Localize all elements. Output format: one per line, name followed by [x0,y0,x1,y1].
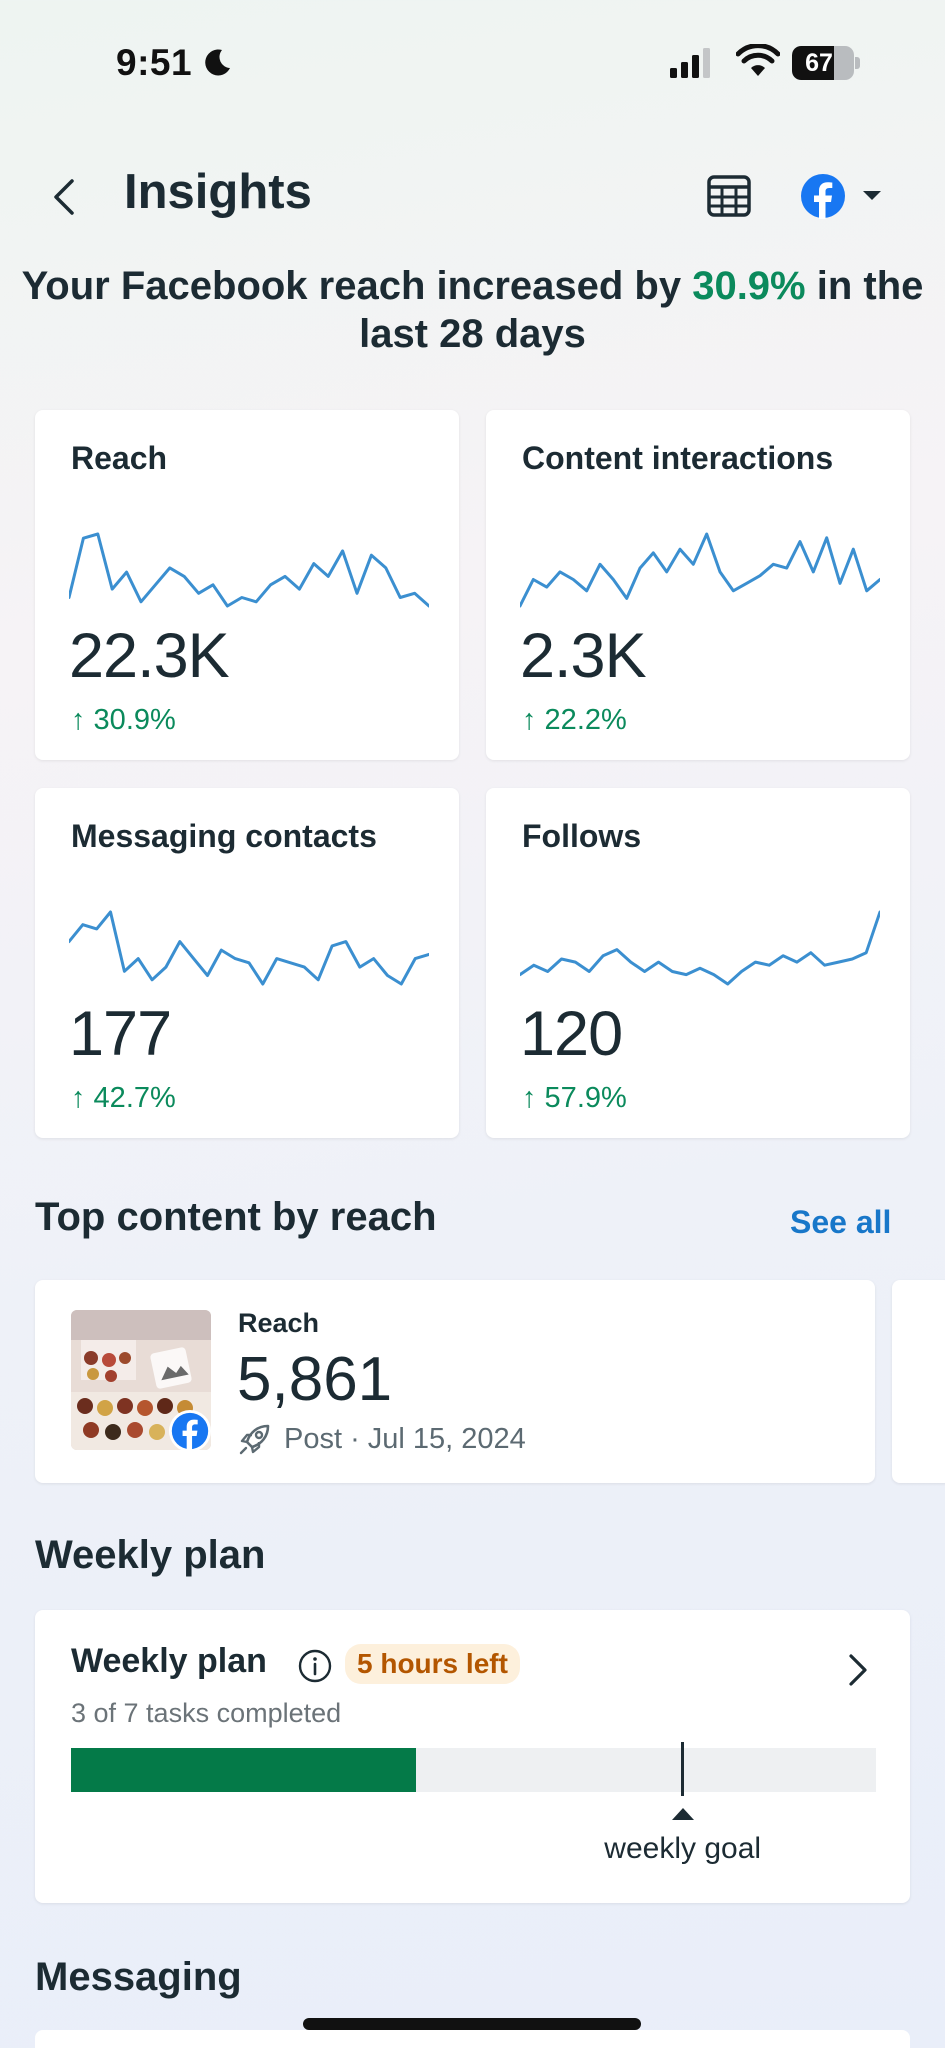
home-indicator [303,2018,641,2030]
metric-card-content-interactions[interactable]: Content interactions 2.3K ↑ 22.2% [486,410,910,760]
weekly-progress-fill [71,1748,416,1792]
tasks-completed-text: 3 of 7 tasks completed [71,1698,342,1728]
back-button[interactable] [44,172,84,222]
facebook-icon [801,174,845,219]
messaging-contacts-sparkline [69,910,429,986]
sparkline-path [520,532,880,608]
content-metric-value: 5,861 [237,1345,393,1414]
messaging-card[interactable] [35,2030,910,2048]
weekly-goal-marker [681,1742,685,1796]
sparkline-path [69,910,429,986]
metric-card-follows[interactable]: Follows 120 ↑ 57.9% [486,788,910,1138]
table-icon [707,175,751,217]
rocket-icon [239,1424,270,1455]
metric-label: Messaging contacts [71,818,377,854]
reach-sparkline [69,532,429,608]
headline-period: in the last 28 days [359,264,924,356]
top-content-section-title: Top content by reach [35,1195,437,1239]
weekly-progress-bar [71,1748,876,1792]
see-all-link[interactable]: See all [790,1204,892,1240]
content-metric-label: Reach [238,1308,320,1338]
next-content-card[interactable] [892,1280,945,1483]
status-bar: 9:51 67 [0,0,945,130]
caret-down-icon [863,191,881,200]
weekly-goal-label: weekly goal [604,1832,762,1865]
sparkline-path [520,910,880,986]
chevron-left-icon [54,179,74,215]
weekly-plan-title: Weekly plan [71,1642,267,1680]
chevron-right-icon[interactable] [845,1652,871,1688]
metric-change: ↑ 57.9% [522,1082,627,1114]
header: Insights [0,150,945,240]
battery-icon: 67 [792,46,860,80]
metric-label: Reach [71,440,168,476]
metric-value: 22.3K [69,621,230,691]
metric-change: ↑ 30.9% [71,704,176,736]
top-content-card[interactable]: Reach 5,861 Post · Jul 15, 2024 [35,1280,875,1483]
sparkline-path [69,532,429,608]
content-post-date: Post · Jul 15, 2024 [284,1422,526,1455]
wifi-icon [736,44,780,76]
reach-summary-headline: Your Facebook reach increased by 30.9% i… [20,262,925,358]
metric-value: 177 [69,999,172,1069]
content-meta: Post · Jul 15, 2024 [238,1422,526,1456]
metric-change: ↑ 42.7% [71,1082,176,1114]
weekly-plan-section-title: Weekly plan [35,1533,266,1577]
headline-percentage: 30.9% [692,264,806,308]
cellular-signal-icon [670,48,710,78]
post-thumbnail [71,1310,211,1450]
metric-value: 2.3K [520,621,647,691]
info-icon[interactable] [297,1648,333,1684]
moon-icon [205,49,230,76]
follows-sparkline [520,910,880,986]
messaging-section-title: Messaging [35,1955,242,1999]
metric-card-messaging-contacts[interactable]: Messaging contacts 177 ↑ 42.7% [35,788,459,1138]
headline-text: Your Facebook reach increased by [21,264,693,308]
account-switcher[interactable] [800,170,892,222]
metric-card-reach[interactable]: Reach 22.3K ↑ 30.9% [35,410,459,760]
metric-value: 120 [520,999,623,1069]
time-left-badge: 5 hours left [345,1644,520,1684]
metric-label: Follows [522,818,642,854]
goal-arrow-icon [671,1808,694,1820]
status-time: 9:51 [116,42,193,83]
pastry-photo-image [71,1310,211,1450]
export-table-button[interactable] [704,170,756,222]
metric-change: ↑ 22.2% [522,704,627,736]
battery-level: 67 [805,49,833,77]
page-title: Insights [124,165,312,219]
weekly-plan-card[interactable]: Weekly plan 5 hours left 3 of 7 tasks co… [35,1610,910,1903]
content-interactions-sparkline [520,532,880,608]
facebook-badge-icon [169,1410,211,1452]
metric-label: Content interactions [522,440,834,476]
